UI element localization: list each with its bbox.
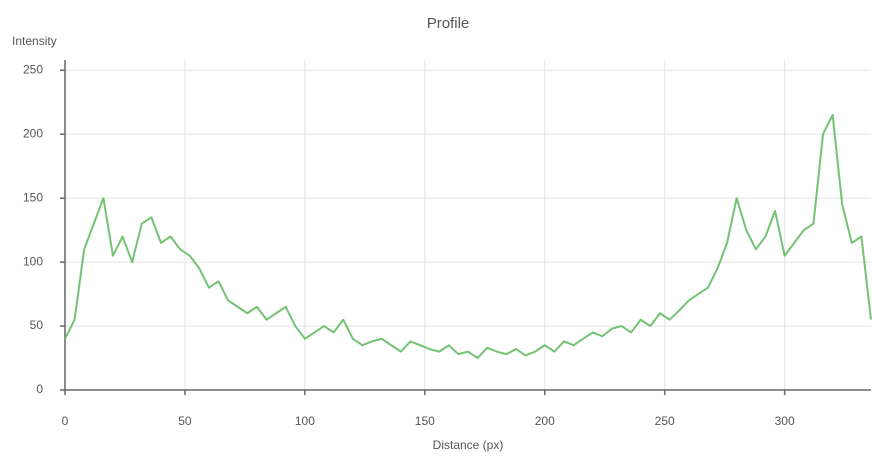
y-tick-label: 200 [23, 126, 43, 140]
x-tick-label: 50 [178, 414, 192, 428]
y-tick-label: 0 [36, 382, 43, 396]
x-tick-label: 300 [775, 414, 795, 428]
chart-title: Profile [427, 15, 470, 32]
x-axis-label: Distance (px) [433, 438, 504, 452]
x-tick-label: 250 [655, 414, 675, 428]
y-tick-label: 150 [23, 190, 43, 204]
y-tick-label: 250 [23, 62, 43, 76]
data-line [64, 114, 872, 360]
x-tick-label: 200 [535, 414, 555, 428]
y-tick-label: 50 [30, 318, 44, 332]
x-tick-label: 100 [295, 414, 315, 428]
y-tick-label: 100 [23, 254, 43, 268]
y-axis-label: Intensity [12, 34, 57, 48]
x-tick-label: 150 [415, 414, 435, 428]
x-tick-label: 0 [62, 414, 69, 428]
